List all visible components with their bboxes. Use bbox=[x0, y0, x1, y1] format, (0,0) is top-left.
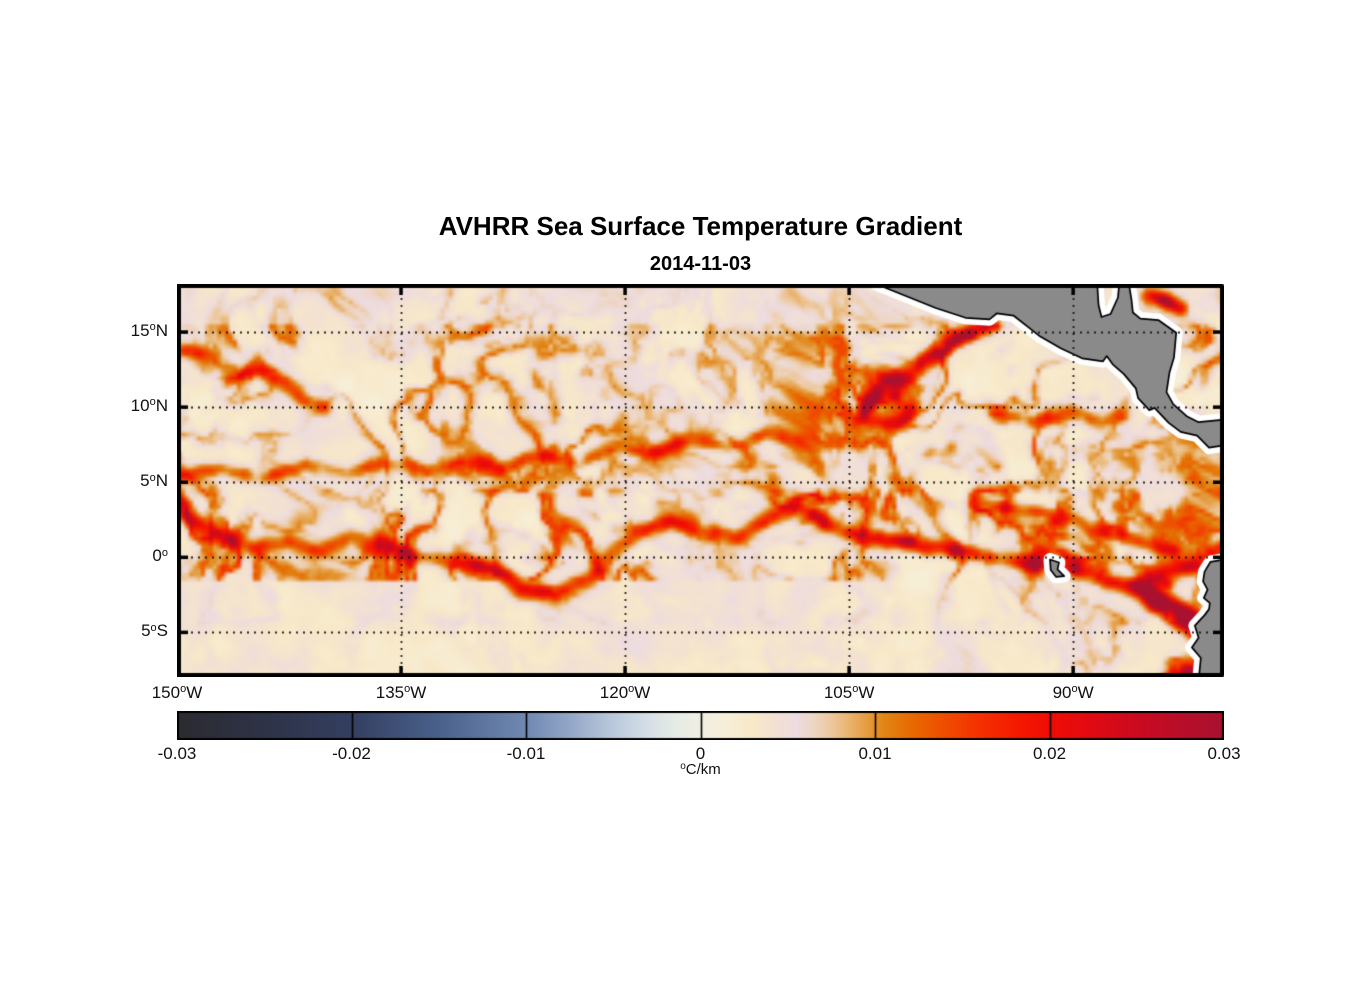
colorbar-unit-label: oC/km bbox=[177, 761, 1224, 778]
lat-tick-label: 5oN bbox=[140, 471, 168, 491]
degree-symbol: o bbox=[404, 683, 411, 696]
degree-symbol: o bbox=[628, 683, 635, 696]
lon-tick-label: 120oW bbox=[599, 683, 651, 702]
colorbar-tick-label: -0.02 bbox=[332, 744, 371, 763]
degree-symbol: o bbox=[149, 396, 156, 409]
lon-tick-label: 90oW bbox=[1052, 683, 1094, 702]
degree-symbol: o bbox=[161, 546, 168, 559]
unit-text: C/km bbox=[685, 761, 721, 778]
sst-gradient-map bbox=[177, 284, 1224, 677]
lon-tick-label: 135oW bbox=[375, 683, 427, 702]
lon-tick-label: 150oW bbox=[151, 683, 203, 702]
lat-tick-label: 5oS bbox=[141, 621, 168, 641]
colorbar-tick-label: -0.01 bbox=[506, 744, 546, 763]
degree-symbol: o bbox=[149, 471, 156, 484]
colorbar-tick-label: 0 bbox=[695, 744, 706, 763]
degree-symbol: o bbox=[149, 321, 156, 334]
lat-tick-label: 15oN bbox=[130, 321, 168, 341]
degree-symbol: o bbox=[852, 683, 859, 696]
colorbar-tick-label: -0.03 bbox=[157, 744, 197, 763]
lon-tick-label: 105oW bbox=[823, 683, 875, 702]
degree-symbol: o bbox=[1071, 683, 1078, 696]
degree-symbol: o bbox=[150, 621, 157, 634]
colorbar-tick-label: 0.02 bbox=[1032, 744, 1067, 763]
figure-title: AVHRR Sea Surface Temperature Gradient bbox=[438, 211, 963, 241]
colorbar-tick-label: 0.03 bbox=[1207, 744, 1241, 763]
lat-tick-label: 0o bbox=[152, 546, 168, 566]
degree-symbol: o bbox=[680, 761, 686, 772]
colorbar bbox=[177, 711, 1224, 740]
lat-tick-label: 10oN bbox=[130, 396, 168, 416]
colorbar-tick-label: 0.01 bbox=[858, 744, 892, 763]
degree-symbol: o bbox=[180, 683, 187, 696]
figure-date: 2014-11-03 bbox=[649, 253, 752, 275]
